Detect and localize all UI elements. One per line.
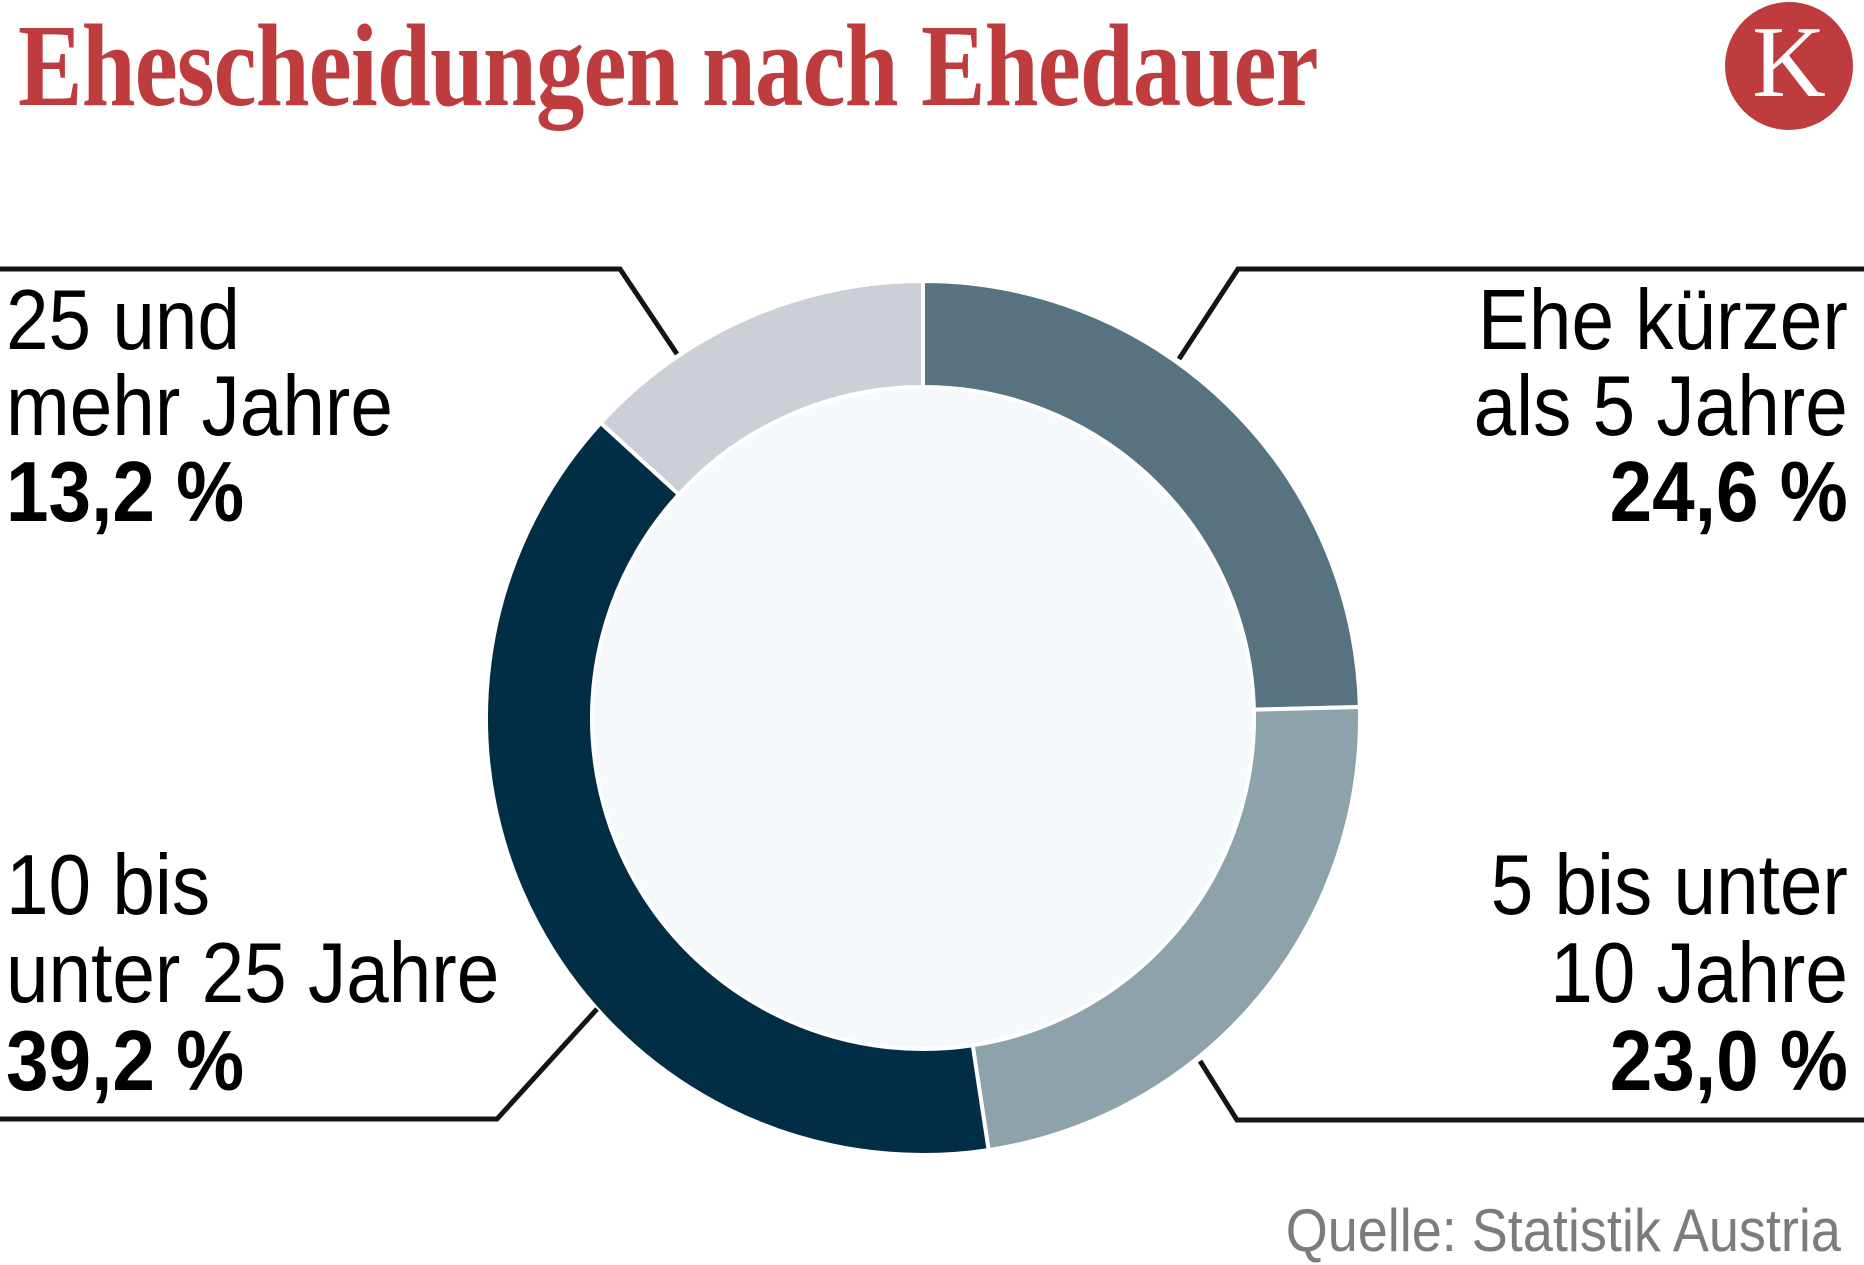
donut-segment-3 [598,279,925,497]
value-label: 13,2 % [6,445,245,540]
donut-segments [484,279,1362,1157]
label-25-und-mehr-jahre: 25 und mehr Jahre 13,2 % [6,278,393,536]
label-line: 5 bis unter [1490,838,1848,933]
page-title: Ehescheidungen nach Ehedauer [18,0,1319,131]
value-label: 24,6 % [1609,445,1848,540]
label-line: unter 25 Jahre [6,926,500,1021]
label-ehe-kuerzer-als-5-jahre: Ehe kürzer als 5 Jahre 24,6 % [1474,278,1848,536]
donut-segment-0 [921,279,1362,712]
kurier-logo: K [1725,2,1853,130]
value-label: 23,0 % [1609,1014,1848,1109]
label-10-bis-unter-25-jahre: 10 bis unter 25 Jahre 39,2 % [6,842,499,1106]
label-line: 25 und [6,273,240,368]
logo-letter: K [1752,6,1826,119]
label-line: mehr Jahre [6,359,393,454]
donut-segment-1 [970,705,1362,1153]
leader-lines [0,266,1864,1123]
label-line: Ehe kürzer [1478,273,1848,368]
donut-segment-2 [484,420,991,1157]
leader-line-top-left [0,266,680,356]
value-label: 39,2 % [6,1014,245,1109]
label-line: 10 bis [6,838,211,933]
label-5-bis-unter-10-jahre: 5 bis unter 10 Jahre 23,0 % [1491,842,1848,1106]
leader-line-top-right [1176,266,1864,361]
source-credit: Quelle: Statistik Austria [1285,1197,1841,1264]
label-line: als 5 Jahre [1473,359,1848,454]
leader-line-bottom-left [0,1007,599,1122]
donut-hole [589,384,1257,1052]
leader-line-bottom-right [1197,1059,1864,1123]
label-line: 10 Jahre [1550,926,1848,1021]
